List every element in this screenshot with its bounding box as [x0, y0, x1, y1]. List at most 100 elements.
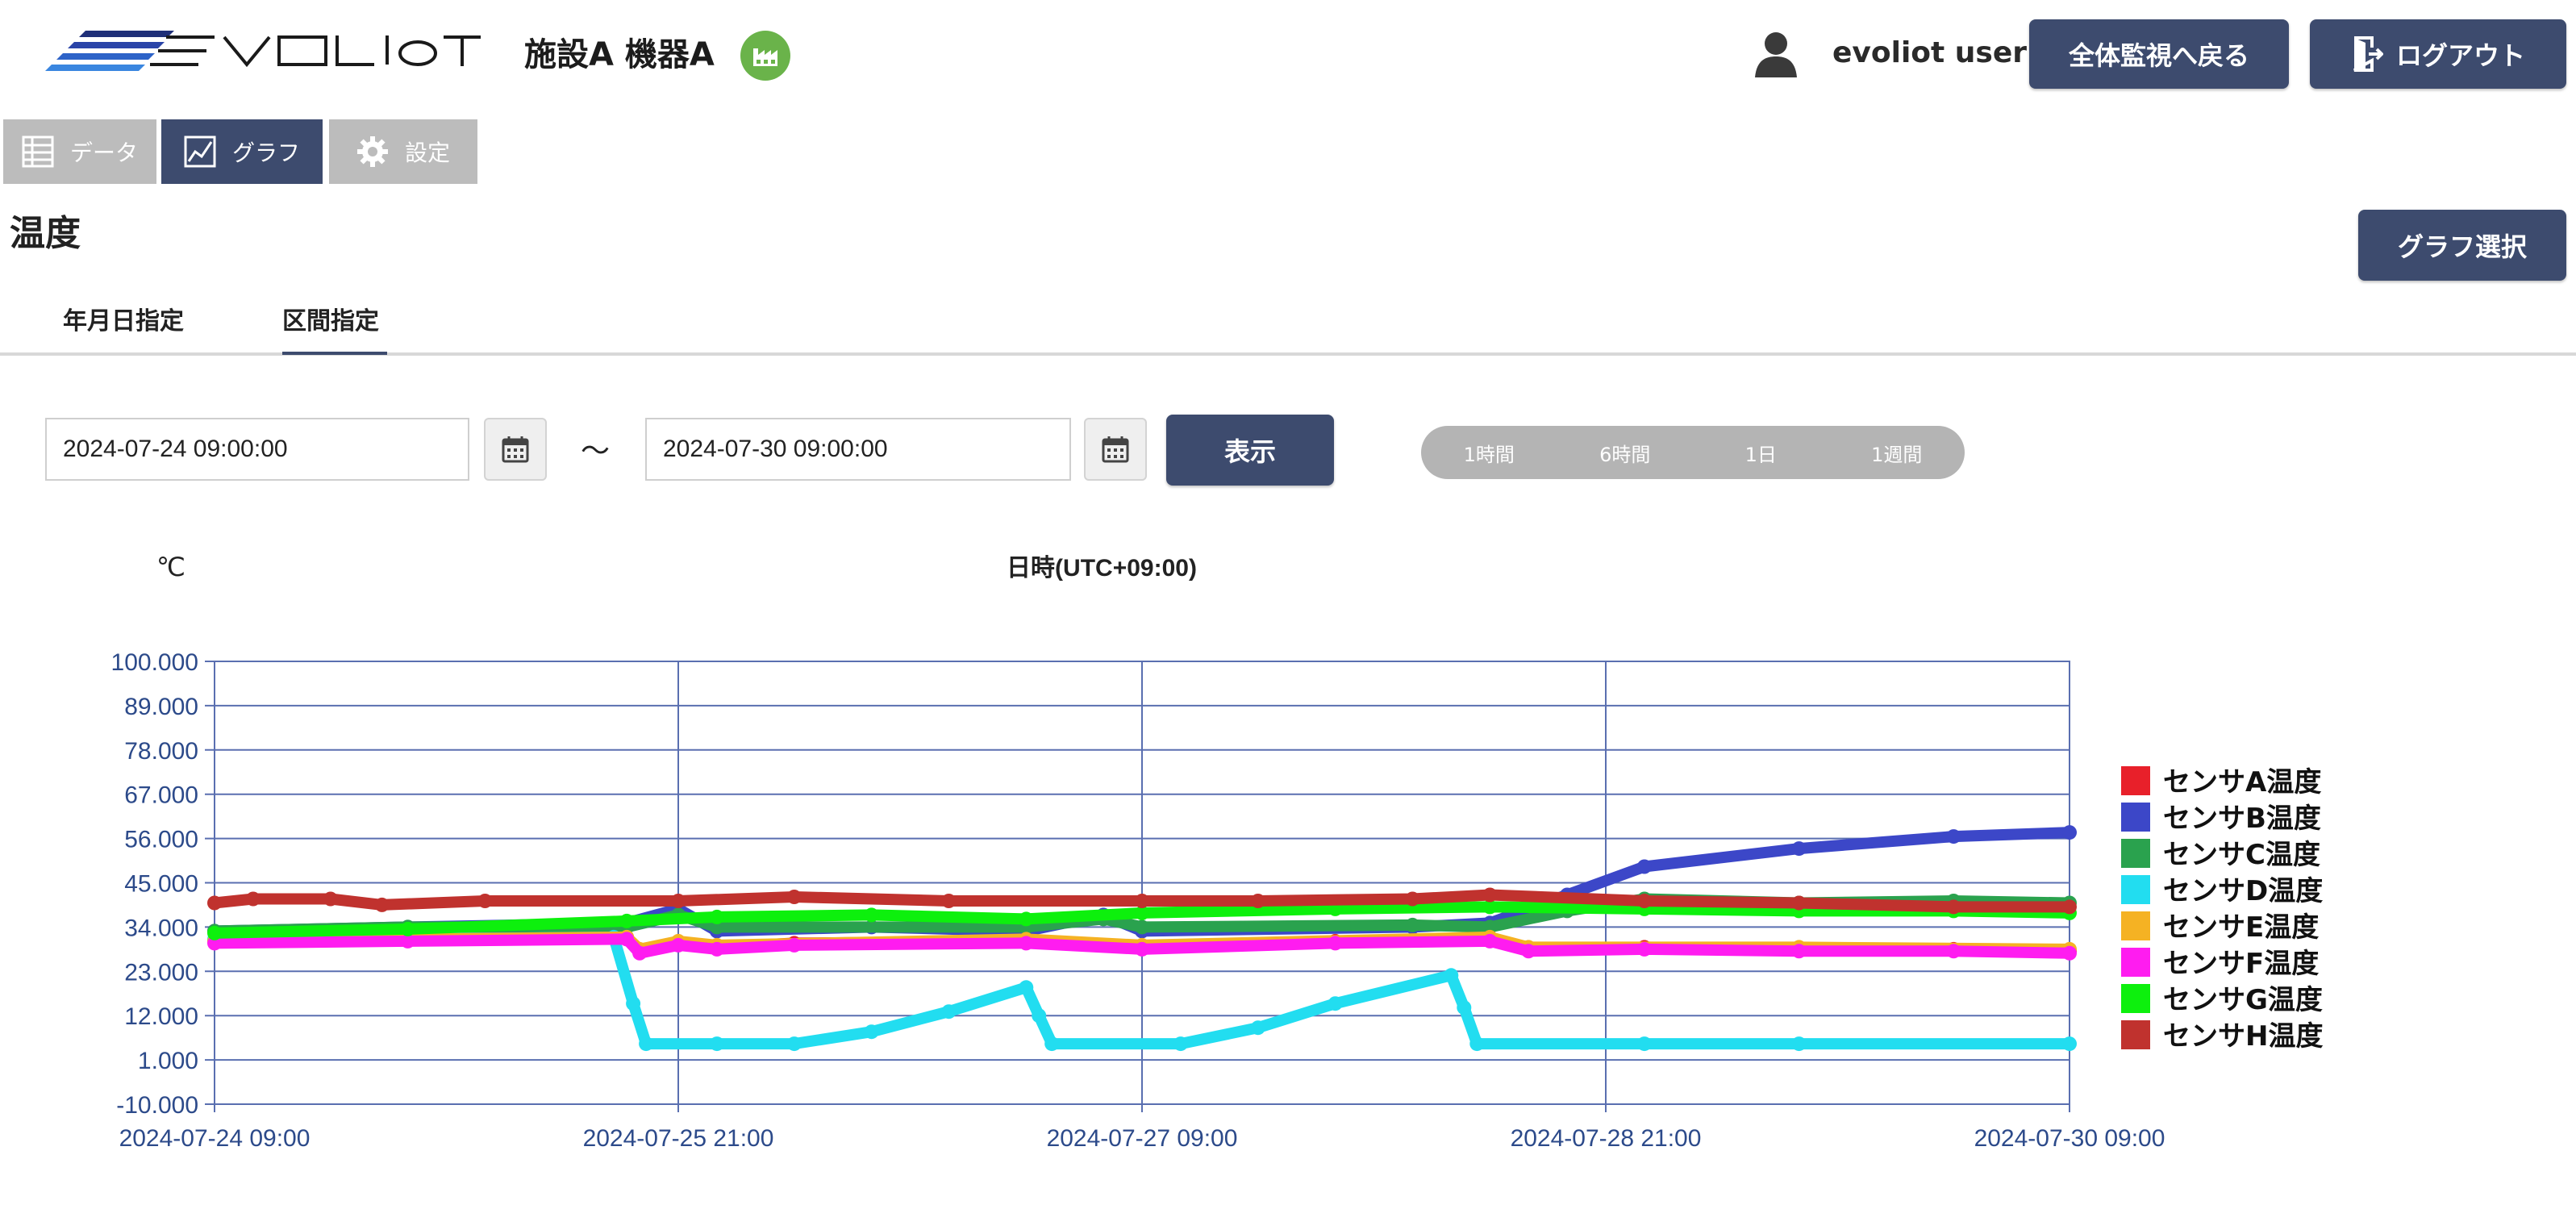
series-4: [207, 929, 2077, 1052]
series-point: [1636, 1036, 1652, 1052]
series-point: [1250, 894, 1265, 908]
series-point: [1482, 933, 1498, 949]
subtab-date[interactable]: 年月日指定: [63, 307, 184, 336]
end-datetime-input[interactable]: [645, 418, 1071, 481]
quick-range-1d[interactable]: 1日: [1744, 443, 1777, 466]
series-point: [1791, 895, 1807, 911]
series-point: [2062, 825, 2077, 840]
chart-legend[interactable]: センサA温度センサB温度センサC温度センサD温度センサE温度センサF温度センサG…: [2121, 766, 2323, 1053]
calendar-icon: [1102, 436, 1129, 463]
series-point: [1636, 941, 1652, 957]
start-calendar-button[interactable]: [484, 418, 547, 481]
series-point: [1444, 968, 1459, 983]
y-axis-unit-label: ℃: [156, 552, 185, 582]
series-point: [1328, 936, 1343, 951]
chart-icon: [184, 136, 216, 168]
back-to-overview-button[interactable]: 全体監視へ戻る: [2029, 19, 2289, 89]
series-point: [619, 932, 635, 947]
graph-select-label: グラフ選択: [2397, 231, 2527, 262]
series-point: [1482, 887, 1498, 903]
legend-item[interactable]: センサB温度: [2121, 803, 2321, 835]
series-point: [1135, 905, 1149, 920]
series-point: [207, 936, 222, 951]
x-tick-label: 2024-07-30 09:00: [1974, 1125, 2165, 1152]
series-point: [374, 897, 390, 912]
series-point: [2062, 899, 2077, 915]
y-tick-label: 89.000: [124, 694, 198, 720]
page-title: 温度: [10, 213, 81, 254]
evoliot-logo[interactable]: [45, 29, 481, 77]
legend-item[interactable]: センサF温度: [2121, 948, 2319, 980]
quick-range-1h[interactable]: 1時間: [1463, 443, 1515, 466]
tab-data[interactable]: データ: [3, 119, 156, 184]
gear-icon: [356, 136, 388, 167]
tab-settings[interactable]: 設定: [329, 119, 477, 184]
series-point: [626, 996, 641, 1011]
graph-select-button[interactable]: グラフ選択: [2358, 210, 2566, 281]
series-point: [1328, 996, 1343, 1011]
legend-swatch: [2121, 839, 2150, 868]
quick-range-6h[interactable]: 6時間: [1599, 443, 1651, 466]
series-point: [1135, 941, 1149, 957]
series-point: [619, 913, 635, 928]
series-point: [1946, 829, 1961, 844]
x-axis-title: 日時(UTC+09:00): [1007, 555, 1197, 582]
series-point: [2062, 1036, 2077, 1052]
y-tick-label: 67.000: [124, 782, 198, 809]
series-point: [477, 894, 493, 908]
series-point: [1946, 899, 1961, 915]
series-point: [1019, 911, 1034, 927]
series-point: [786, 890, 802, 904]
subtab-divider: [0, 352, 2576, 356]
start-datetime-input[interactable]: [45, 418, 469, 481]
x-tick-label: 2024-07-28 21:00: [1511, 1125, 1702, 1152]
legend-item[interactable]: センサD温度: [2121, 875, 2323, 907]
series-point: [709, 909, 724, 924]
calendar-icon: [502, 436, 529, 463]
legend-swatch: [2121, 766, 2150, 795]
legend-label: センサG温度: [2163, 984, 2323, 1016]
legend-item[interactable]: センサC温度: [2121, 839, 2320, 871]
series-point: [400, 933, 415, 949]
series-8: [207, 887, 2077, 915]
series-point: [941, 894, 957, 908]
legend-item[interactable]: センサH温度: [2121, 1020, 2323, 1053]
tab-graph[interactable]: グラフ: [161, 119, 323, 184]
series-point: [709, 941, 724, 957]
series-point: [1791, 1036, 1807, 1052]
series-point: [1636, 859, 1652, 874]
tab-settings-label: 設定: [404, 140, 450, 166]
series-point: [1482, 919, 1498, 935]
legend-swatch: [2121, 911, 2150, 940]
show-button[interactable]: 表示: [1166, 415, 1334, 486]
y-tick-label: 45.000: [124, 871, 198, 898]
legend-item[interactable]: センサG温度: [2121, 984, 2323, 1016]
legend-item[interactable]: センサA温度: [2121, 766, 2321, 798]
y-tick-label: -10.000: [116, 1092, 198, 1119]
quick-range-1w[interactable]: 1週間: [1871, 443, 1923, 466]
tab-data-label: データ: [69, 140, 138, 166]
legend-label: センサA温度: [2163, 766, 2321, 798]
logout-button[interactable]: ログアウト: [2310, 19, 2566, 89]
series-point: [1636, 894, 1652, 908]
series-point: [2062, 945, 2077, 961]
y-tick-label: 23.000: [124, 959, 198, 986]
temperature-line-chart: ℃ 日時(UTC+09:00) 100.000 89.000 78.000 67.00…: [111, 552, 2324, 1152]
table-icon: [22, 136, 54, 168]
series-point: [207, 925, 222, 940]
end-calendar-button[interactable]: [1084, 418, 1147, 481]
legend-item[interactable]: センサE温度: [2121, 911, 2319, 944]
facility-title: 施設A 機器A: [524, 36, 715, 73]
series-point: [632, 945, 648, 961]
x-tick-label: 2024-07-24 09:00: [119, 1125, 311, 1152]
user-avatar-icon: [1755, 32, 1797, 77]
legend-label: センサF温度: [2163, 948, 2319, 980]
series-point: [786, 1036, 802, 1052]
series-point: [245, 891, 261, 907]
series-6: [207, 932, 2077, 961]
show-button-label: 表示: [1223, 436, 1276, 467]
subtab-range[interactable]: 区間指定: [282, 307, 379, 336]
series-point: [1469, 1036, 1485, 1052]
legend-label: センサD温度: [2163, 875, 2323, 907]
